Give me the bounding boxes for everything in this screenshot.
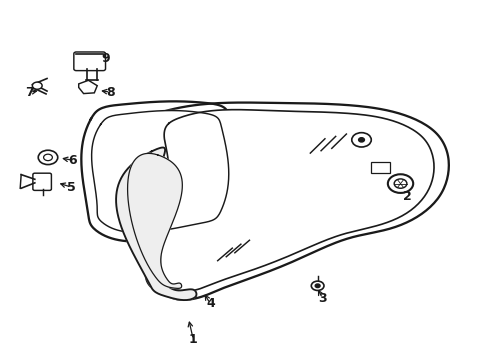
Polygon shape (127, 153, 182, 288)
Circle shape (387, 174, 412, 193)
Text: 3: 3 (318, 292, 326, 305)
FancyBboxPatch shape (33, 173, 51, 190)
Text: 8: 8 (106, 86, 115, 99)
Circle shape (358, 138, 364, 142)
Text: 6: 6 (68, 154, 77, 167)
Text: 2: 2 (403, 190, 411, 203)
FancyBboxPatch shape (74, 52, 105, 71)
Circle shape (393, 179, 406, 188)
Polygon shape (160, 110, 433, 291)
Circle shape (311, 281, 324, 291)
Polygon shape (79, 80, 97, 94)
Text: 1: 1 (188, 333, 197, 346)
Circle shape (351, 133, 370, 147)
Text: 5: 5 (67, 181, 76, 194)
Polygon shape (91, 111, 228, 233)
Text: 9: 9 (101, 51, 110, 64)
Polygon shape (116, 148, 196, 300)
Bar (370, 162, 389, 173)
Circle shape (315, 284, 320, 288)
Text: 7: 7 (25, 86, 34, 99)
Circle shape (43, 154, 52, 161)
Circle shape (32, 82, 42, 89)
Polygon shape (81, 102, 238, 242)
Text: 4: 4 (205, 297, 214, 310)
Polygon shape (145, 103, 448, 300)
Circle shape (38, 150, 58, 165)
